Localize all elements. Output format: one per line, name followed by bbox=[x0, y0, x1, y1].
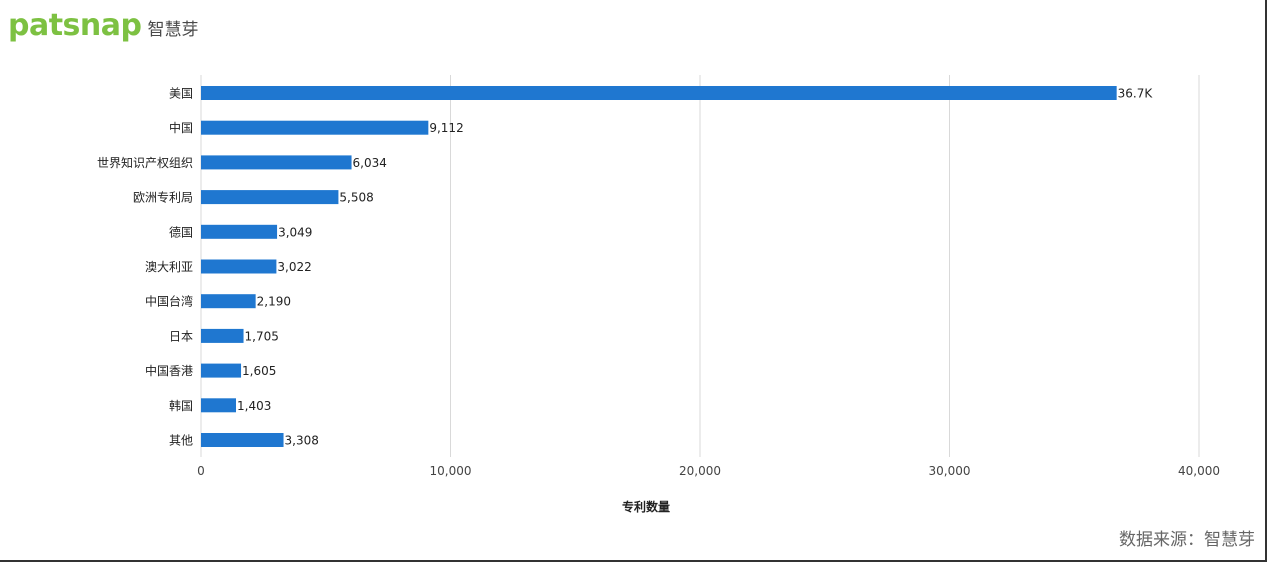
category-label: 中国香港 bbox=[145, 363, 193, 378]
x-tick-label: 20,000 bbox=[679, 464, 721, 478]
category-label: 中国台湾 bbox=[145, 294, 193, 309]
bar bbox=[201, 294, 256, 309]
data-label: 3,308 bbox=[285, 434, 319, 448]
data-label: 36.7K bbox=[1118, 87, 1154, 101]
category-label: 美国 bbox=[169, 87, 193, 101]
x-tick-label: 10,000 bbox=[430, 464, 472, 478]
data-label: 1,605 bbox=[242, 364, 276, 378]
category-label: 日本 bbox=[169, 329, 193, 343]
data-label: 1,403 bbox=[237, 399, 271, 413]
x-tick-label: 0 bbox=[197, 464, 205, 478]
bar bbox=[201, 433, 284, 447]
x-tick-label: 30,000 bbox=[929, 464, 971, 478]
bar bbox=[201, 328, 244, 343]
data-label: 2,190 bbox=[257, 295, 291, 309]
category-label: 欧洲专利局 bbox=[133, 190, 193, 205]
bar bbox=[201, 224, 278, 239]
category-label: 中国 bbox=[169, 120, 193, 135]
data-label: 9,112 bbox=[429, 121, 463, 135]
x-tick-label: 40,000 bbox=[1178, 464, 1220, 478]
bar bbox=[201, 86, 1117, 100]
data-label: 6,034 bbox=[353, 156, 387, 170]
bar bbox=[201, 259, 277, 274]
data-label: 3,022 bbox=[277, 260, 311, 274]
bar bbox=[201, 155, 352, 170]
data-label: 5,508 bbox=[339, 191, 373, 205]
bar bbox=[201, 120, 429, 135]
category-label: 世界知识产权组织 bbox=[97, 156, 193, 170]
x-axis-title: 专利数量 bbox=[622, 499, 670, 514]
bar bbox=[201, 190, 339, 205]
category-label: 澳大利亚 bbox=[145, 260, 193, 274]
patsnap-logo: patsnap bbox=[8, 8, 142, 43]
data-label: 1,705 bbox=[245, 329, 279, 343]
brand: patsnap 智慧芽 bbox=[8, 8, 199, 43]
data-label: 3,049 bbox=[278, 225, 312, 239]
bar bbox=[201, 363, 242, 378]
category-label: 其他 bbox=[169, 434, 193, 448]
category-label: 德国 bbox=[169, 224, 193, 239]
brand-subtitle: 智慧芽 bbox=[147, 20, 199, 40]
bar bbox=[201, 398, 237, 413]
category-label: 韩国 bbox=[169, 398, 193, 413]
data-source: 数据来源：智慧芽 bbox=[1119, 530, 1255, 550]
